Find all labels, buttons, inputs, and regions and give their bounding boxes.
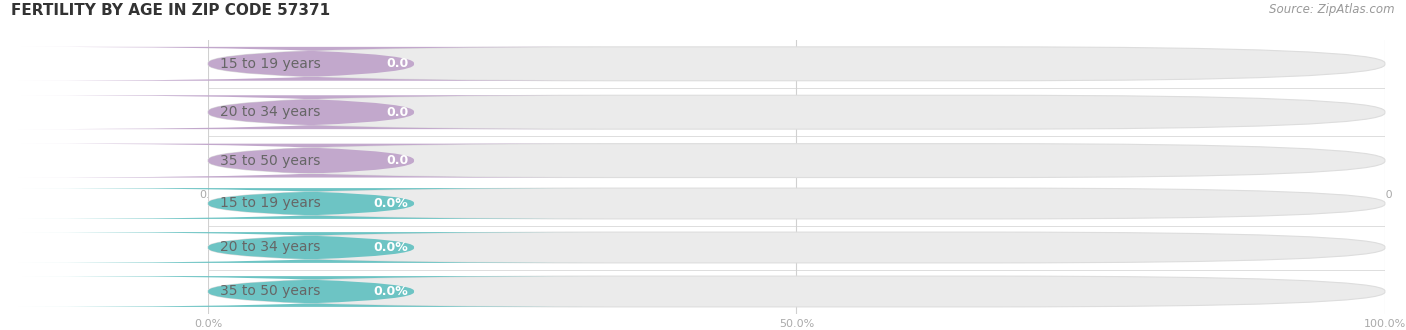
Text: 20 to 34 years: 20 to 34 years bbox=[219, 105, 321, 119]
FancyBboxPatch shape bbox=[208, 188, 1385, 219]
Text: 0.0: 0.0 bbox=[385, 154, 408, 167]
FancyBboxPatch shape bbox=[18, 276, 603, 307]
Text: 20 to 34 years: 20 to 34 years bbox=[219, 241, 321, 254]
Text: 35 to 50 years: 35 to 50 years bbox=[219, 284, 321, 299]
FancyBboxPatch shape bbox=[208, 276, 1385, 307]
Text: Source: ZipAtlas.com: Source: ZipAtlas.com bbox=[1270, 3, 1395, 16]
Text: 0.0%: 0.0% bbox=[374, 285, 408, 298]
Text: FERTILITY BY AGE IN ZIP CODE 57371: FERTILITY BY AGE IN ZIP CODE 57371 bbox=[11, 3, 330, 18]
FancyBboxPatch shape bbox=[18, 188, 603, 219]
FancyBboxPatch shape bbox=[18, 95, 603, 129]
FancyBboxPatch shape bbox=[208, 144, 1385, 178]
FancyBboxPatch shape bbox=[18, 144, 603, 178]
FancyBboxPatch shape bbox=[18, 47, 603, 81]
Text: 15 to 19 years: 15 to 19 years bbox=[219, 57, 321, 71]
FancyBboxPatch shape bbox=[208, 95, 1385, 129]
FancyBboxPatch shape bbox=[208, 47, 1385, 81]
FancyBboxPatch shape bbox=[18, 232, 603, 263]
FancyBboxPatch shape bbox=[208, 232, 1385, 263]
Text: 35 to 50 years: 35 to 50 years bbox=[219, 153, 321, 168]
Text: 0.0%: 0.0% bbox=[374, 197, 408, 210]
Text: 15 to 19 years: 15 to 19 years bbox=[219, 196, 321, 211]
Text: 0.0: 0.0 bbox=[385, 57, 408, 70]
Text: 0.0%: 0.0% bbox=[374, 241, 408, 254]
Text: 0.0: 0.0 bbox=[385, 106, 408, 119]
